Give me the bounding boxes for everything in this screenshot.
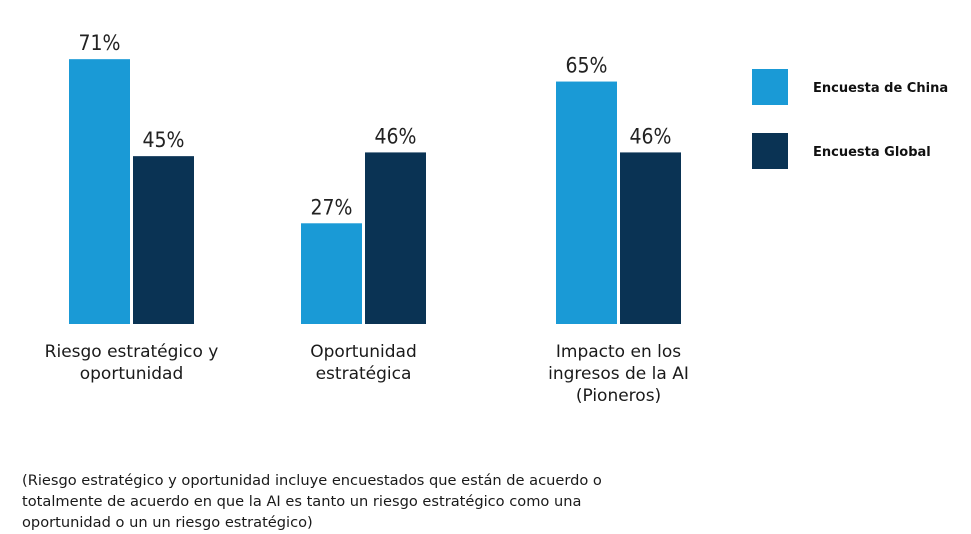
value-label-global-2: 46%	[630, 124, 672, 148]
legend-label-china: Encuesta de China	[813, 81, 948, 96]
value-label-china-0: 71%	[79, 31, 121, 55]
value-label-china-2: 65%	[566, 54, 608, 78]
category-label-0-line-1: oportunidad	[80, 364, 184, 384]
category-label-1-line-0: Oportunidad	[310, 342, 417, 362]
legend-label-global: Encuesta Global	[813, 145, 931, 160]
category-label-1-line-1: estratégica	[316, 364, 412, 384]
legend-swatch-global	[752, 133, 788, 169]
category-label-2-line-2: (Pioneros)	[576, 386, 661, 406]
value-label-china-1: 27%	[311, 195, 353, 219]
category-label-0-line-0: Riesgo estratégico y	[45, 342, 219, 362]
bar-global-1	[365, 152, 426, 324]
bar-global-2	[620, 152, 681, 324]
legend-swatch-china	[752, 69, 788, 105]
bar-global-0	[133, 156, 194, 324]
bar-china-0	[69, 59, 130, 325]
category-label-2-line-1: ingresos de la AI	[548, 364, 689, 384]
value-label-global-0: 45%	[143, 128, 185, 152]
bar-china-2	[556, 81, 617, 324]
category-label-2-line-0: Impacto en los	[556, 342, 681, 362]
value-label-global-1: 46%	[375, 124, 417, 148]
footnote: (Riesgo estratégico y oportunidad incluy…	[22, 472, 602, 531]
bar-china-1	[301, 223, 362, 324]
